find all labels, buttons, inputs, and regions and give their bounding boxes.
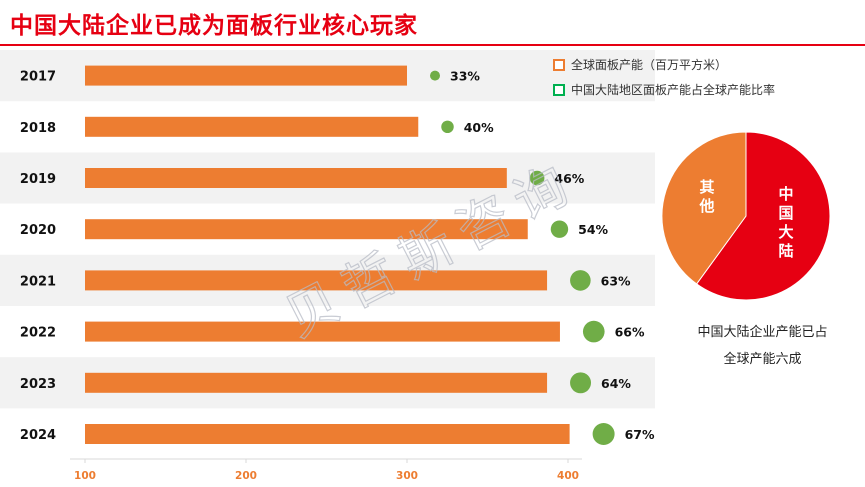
share-label: 64% — [601, 376, 631, 391]
bar-2022 — [85, 321, 560, 342]
pie-label-other: 其他 — [699, 178, 715, 215]
x-tick-label: 300 — [396, 470, 418, 482]
share-dot-2021 — [570, 270, 591, 291]
category-label: 2021 — [20, 274, 56, 289]
pie-caption-line-2: 全球产能六成 — [723, 352, 802, 367]
pie-chart — [661, 131, 831, 301]
bars — [85, 65, 570, 444]
bar-2019 — [85, 168, 507, 188]
share-label: 40% — [464, 120, 494, 135]
share-label: 66% — [615, 325, 645, 340]
pie-caption-line-1: 中国大陆企业产能已占 — [697, 325, 828, 340]
category-label: 2017 — [20, 70, 56, 85]
legend-item-share: 中国大陆地区面板产能占全球产能比率 — [553, 81, 775, 98]
pie-label-china: 中国大陆 — [778, 185, 794, 260]
bar-2018 — [85, 116, 419, 137]
share-dot-2017 — [430, 70, 440, 81]
pie-slice-other — [661, 131, 747, 285]
page-title: 中国大陆企业已成为面板行业核心玩家 — [10, 12, 418, 39]
share-dot-2019 — [529, 170, 545, 186]
bar-2023 — [85, 372, 548, 393]
share-dot-2022 — [582, 320, 605, 343]
bar-2020 — [85, 219, 528, 240]
share-label: 67% — [625, 427, 655, 442]
pie-slice-china — [695, 131, 831, 301]
x-tick-label: 400 — [557, 470, 579, 482]
legend-label-capacity: 全球面板产能（百万平方米） — [571, 58, 728, 72]
category-label: 2023 — [20, 377, 56, 392]
title-divider — [0, 44, 865, 46]
share-dot-2018 — [441, 120, 454, 134]
category-label: 2019 — [20, 172, 56, 187]
share-label: 63% — [601, 273, 631, 288]
category-label: 2018 — [20, 121, 56, 136]
share-label: 33% — [450, 69, 480, 84]
bar-2024 — [85, 424, 570, 444]
legend-label-share: 中国大陆地区面板产能占全球产能比率 — [571, 83, 776, 97]
share-label: 54% — [578, 222, 608, 237]
legend-item-capacity: 全球面板产能（百万平方米） — [553, 56, 727, 73]
legend-swatch-square-icon — [553, 83, 565, 96]
share-labels: 33% 40% 46% 54% 63% 66% 64% 67% — [450, 69, 655, 442]
x-tick-label: 200 — [235, 470, 257, 482]
share-dot-2023 — [570, 372, 592, 394]
share-dot-2020 — [550, 220, 569, 238]
legend-swatch-square-icon — [553, 58, 565, 71]
category-labels: 2017 2018 2019 2020 2021 2022 2023 2024 — [20, 70, 56, 443]
share-dots — [430, 70, 615, 445]
category-label: 2024 — [20, 428, 56, 443]
category-label: 2022 — [20, 326, 56, 341]
share-dot-2024 — [592, 423, 615, 445]
category-label: 2020 — [20, 223, 56, 238]
x-axis: 100 200 300 400 — [70, 458, 582, 482]
share-label: 46% — [554, 171, 584, 186]
bar-2021 — [85, 270, 548, 291]
x-tick-label: 100 — [74, 470, 96, 482]
bar-2017 — [85, 65, 407, 86]
